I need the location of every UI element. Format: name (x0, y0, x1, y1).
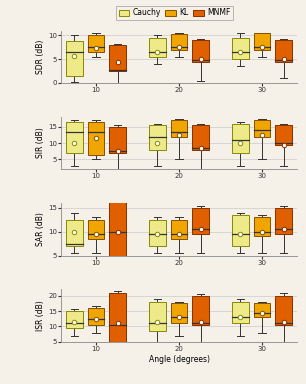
Bar (88, 35, 104, 52)
Bar (88, 122, 104, 154)
Bar (192, 125, 209, 150)
Bar (275, 40, 292, 61)
Bar (66, 220, 83, 246)
Bar (192, 208, 209, 234)
Bar (275, 296, 292, 325)
Bar (232, 38, 249, 59)
Bar (171, 120, 187, 137)
Y-axis label: SAR (dB): SAR (dB) (36, 212, 45, 246)
Bar (171, 220, 187, 239)
Bar (149, 302, 166, 331)
Bar (109, 293, 126, 346)
Bar (149, 220, 166, 246)
Bar (275, 125, 292, 145)
Bar (149, 38, 166, 57)
Bar (109, 45, 126, 71)
Bar (66, 311, 83, 328)
Bar (149, 125, 166, 150)
Bar (232, 215, 249, 246)
Bar (192, 40, 209, 61)
Bar (254, 120, 270, 137)
Y-axis label: SIR (dB): SIR (dB) (36, 128, 45, 159)
Y-axis label: ISR (dB): ISR (dB) (36, 300, 45, 331)
Bar (275, 208, 292, 234)
Bar (88, 220, 104, 239)
Bar (254, 303, 270, 317)
Bar (109, 199, 126, 260)
Bar (192, 296, 209, 325)
Bar (232, 302, 249, 323)
Bar (254, 33, 270, 50)
X-axis label: Angle (degrees): Angle (degrees) (148, 355, 210, 364)
Legend: Cauchy, KL, MNMF: Cauchy, KL, MNMF (116, 6, 233, 20)
Y-axis label: SDR (dB): SDR (dB) (36, 40, 45, 74)
Bar (254, 217, 270, 237)
Bar (232, 124, 249, 153)
Bar (171, 303, 187, 323)
Bar (171, 34, 187, 50)
Bar (66, 41, 83, 76)
Bar (88, 308, 104, 325)
Bar (109, 127, 126, 153)
Bar (66, 122, 83, 153)
